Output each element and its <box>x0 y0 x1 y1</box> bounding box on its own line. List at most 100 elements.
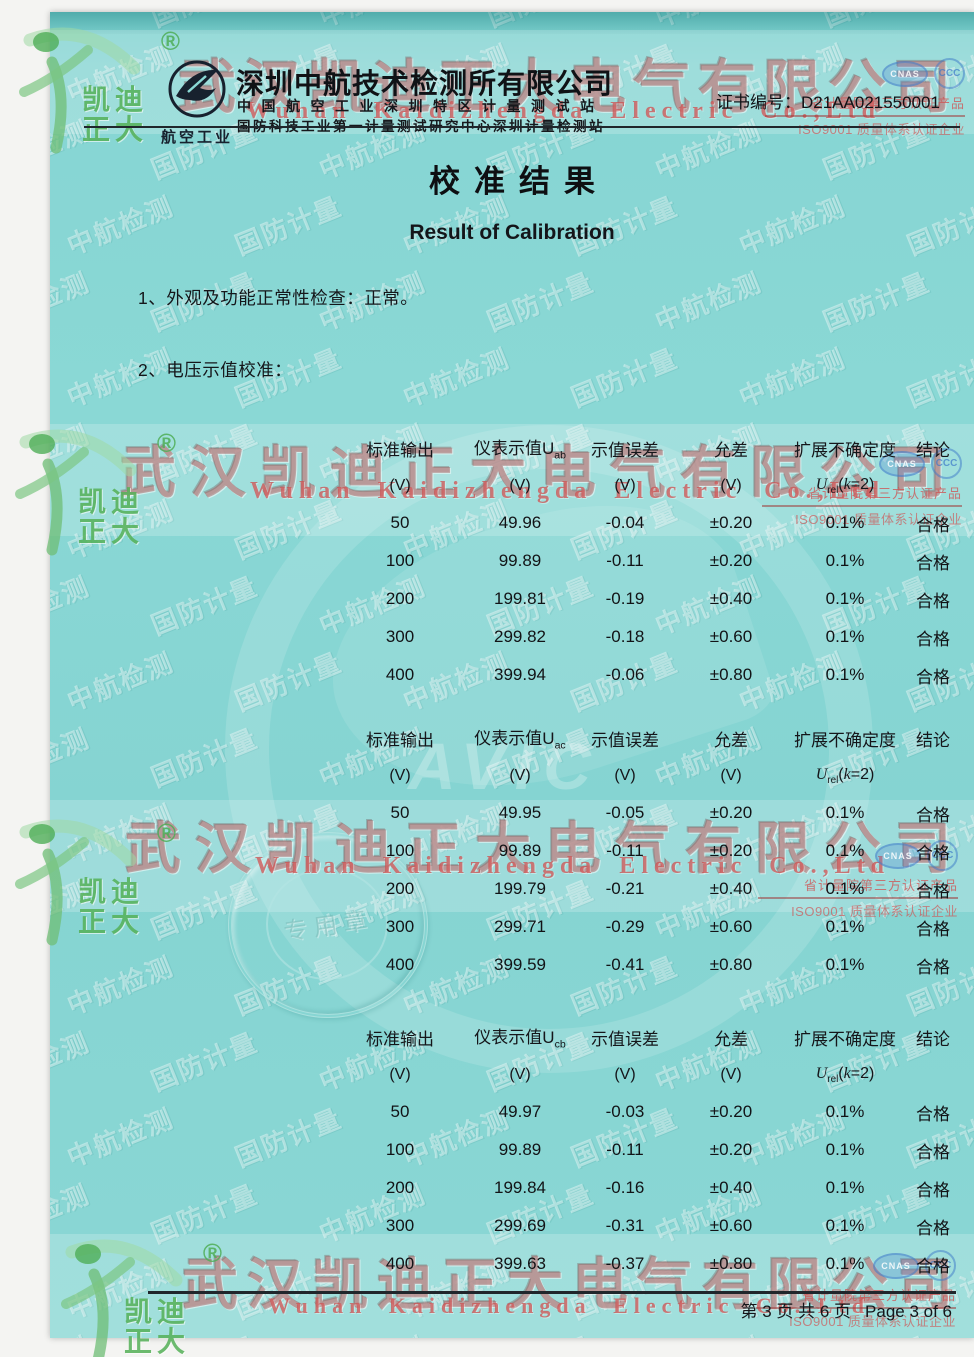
standard-output-value: 300 <box>385 917 415 936</box>
certificate-number: 证书编号：D21AA021550001 <box>716 88 940 113</box>
uncertainty-value: 0.1% <box>825 1216 865 1235</box>
table-row: 100 99.89 -0.11 ±0.20 0.1% 合格 <box>335 832 963 870</box>
scan-edge-shadow <box>50 12 974 34</box>
col-conclusion: 结论 <box>916 730 950 750</box>
registered-mark: ® <box>156 818 176 848</box>
standard-output-value: 400 <box>385 955 415 974</box>
standard-output-value: 200 <box>385 1178 415 1197</box>
brand-text-bottom: 正大 <box>78 516 145 547</box>
uncertainty-value: 0.1% <box>825 803 865 822</box>
error-value: -0.21 <box>605 879 645 898</box>
table-header-row: 标准输出 仪表示值Ucb 示值误差 允差 扩展不确定度 结论 <box>335 1017 963 1057</box>
company-watermark-en: Wuhan Kaidizhengda Electric Co.,Ltd <box>250 478 885 504</box>
registered-mark: ® <box>160 26 180 56</box>
kaidi-brand-watermark: ® 凯迪 正大 <box>12 818 182 948</box>
standard-output-value: 400 <box>385 1254 415 1273</box>
kaidi-figure-icon <box>15 819 137 946</box>
table-header-row: 标准输出 仪表示值Uab 示值误差 允差 扩展不确定度 结论 <box>335 428 963 468</box>
uncertainty-value: 0.1% <box>825 589 865 608</box>
col-standard-output: 标准输出 <box>366 1029 434 1049</box>
brand-text-top: 凯迪 <box>78 876 145 907</box>
bg-pattern-text: 中航检测 <box>50 571 95 641</box>
kaidi-figure-icon <box>19 27 141 154</box>
col-uncertainty: 扩展不确定度 <box>794 730 896 750</box>
unit-volts: (V) <box>389 477 411 494</box>
logo-label: 航空工业 <box>160 129 233 146</box>
table-row: 200 199.79 -0.21 ±0.40 0.1% 合格 <box>335 870 963 908</box>
unit-volts: (V) <box>720 477 742 494</box>
company-watermark-zh: 武汉凯迪正大电气有限公司 <box>182 1255 962 1317</box>
meter-reading-value: 399.59 <box>494 955 546 974</box>
conclusion-value: 合格 <box>916 515 950 535</box>
kaidi-brand-watermark: ® 凯迪 正大 <box>16 26 186 156</box>
unit-volts: (V) <box>509 477 531 494</box>
page-title-en: Result of Calibration <box>409 221 615 244</box>
conclusion-value: 合格 <box>916 843 950 863</box>
bg-pattern-text: 中航检测 <box>50 723 95 793</box>
bg-pattern-text: 中航检测 <box>50 1027 95 1097</box>
table-body: 50 49.96 -0.04 ±0.20 0.1% 合格 100 99.89 -0.11 ±0.2… <box>335 504 963 694</box>
table-row: 400 399.63 -0.37 ±0.80 0.1% 合格 <box>335 1245 963 1283</box>
tolerance-value: ±0.40 <box>709 589 753 608</box>
meter-reading-value: 299.69 <box>494 1216 546 1235</box>
cnas-badge-icon: CNAS <box>879 450 925 477</box>
bg-pattern-text: 中航检测 <box>63 647 179 717</box>
meter-reading-value: 49.97 <box>498 1102 542 1121</box>
standard-output-value: 300 <box>385 627 415 646</box>
avic-company-logo: 航空工业 <box>152 58 242 147</box>
bg-pattern-text: 中航检测 <box>63 1103 179 1173</box>
company-watermark-zh: 武汉凯迪正大电气有限公司 <box>178 55 959 120</box>
tolerance-value: ±0.80 <box>709 955 753 974</box>
conclusion-value: 合格 <box>916 1180 950 1200</box>
bg-pattern-text: 国防计量 <box>147 1027 263 1097</box>
table-row: 50 49.97 -0.03 ±0.20 0.1% 合格 <box>335 1093 963 1131</box>
uncertainty-value: 0.1% <box>825 1140 865 1159</box>
bg-pattern-text: 中航检测 <box>50 267 95 337</box>
ccc-badge-icon: CCC <box>925 1250 956 1281</box>
error-value: -0.05 <box>605 803 645 822</box>
embossed-seal: 专用章 <box>228 832 428 1018</box>
standard-output-value: 200 <box>385 589 415 608</box>
col-tolerance: 允差 <box>714 440 748 460</box>
col-tolerance: 允差 <box>714 730 748 750</box>
standard-output-value: 50 <box>390 513 410 532</box>
table-body: 50 49.97 -0.03 ±0.20 0.1% 合格 100 99.89 -0.11 ±0.2… <box>335 1093 963 1283</box>
bg-pattern-text: 国防计量 <box>567 343 683 413</box>
tolerance-value: ±0.20 <box>709 841 753 860</box>
standard-output-value: 400 <box>385 665 415 684</box>
unit-volts: (V) <box>720 1066 742 1083</box>
error-value: -0.18 <box>605 627 645 646</box>
conclusion-value: 合格 <box>916 553 950 573</box>
cnas-badge-icon: CNAS <box>875 842 921 869</box>
col-indication-error: 示值误差 <box>591 440 659 460</box>
certification-badges: CNAS CCC 省计量院第三方认证产品 ISO9001 质量体系认证企业 <box>765 58 965 138</box>
conclusion-value: 合格 <box>916 1142 950 1162</box>
avic-text-watermark: AVIC <box>408 729 601 803</box>
company-watermark-en: Wuhan Kaidizhengda Electric Co.,Ltd <box>255 853 890 879</box>
kaidi-brand-watermark: ® 凯迪 正大 <box>58 1238 228 1357</box>
uncertainty-value: 0.1% <box>825 1254 865 1273</box>
table-row: 400 399.59 -0.41 ±0.80 0.1% 合格 <box>335 946 963 984</box>
bg-pattern-text: 国防计量 <box>483 267 599 337</box>
uncertainty-value: 0.1% <box>825 627 865 646</box>
certificate-number-label: 证书编号： <box>716 93 801 112</box>
bg-pattern-text: 国防计量 <box>147 571 263 641</box>
error-value: -0.11 <box>606 551 644 570</box>
check-item-2: 2、电压示值校准： <box>138 360 293 380</box>
table-row: 100 99.89 -0.11 ±0.20 0.1% 合格 <box>335 1131 963 1169</box>
standard-output-value: 200 <box>385 879 415 898</box>
bg-pattern-text: 国防计量 <box>819 267 935 337</box>
brand-text-top: 凯迪 <box>124 1296 191 1327</box>
tolerance-value: ±0.80 <box>709 665 753 684</box>
bg-pattern-text: 国防计量 <box>903 343 974 413</box>
check-item-1: 1、外观及功能正常性检查：正常。 <box>138 288 419 308</box>
brand-text-bottom: 正大 <box>78 906 145 937</box>
table-row: 400 399.94 -0.06 ±0.80 0.1% 合格 <box>335 656 963 694</box>
company-subtitle-1: 中国航空工业深圳特区计量测试站 <box>237 98 605 114</box>
cnas-badge-icon: CNAS <box>873 1252 919 1279</box>
unit-volts: (V) <box>509 767 531 784</box>
kaidi-brand-watermark: ® 凯迪 正大 <box>12 428 182 558</box>
unit-volts: (V) <box>614 1066 636 1083</box>
conclusion-value: 合格 <box>916 957 950 977</box>
